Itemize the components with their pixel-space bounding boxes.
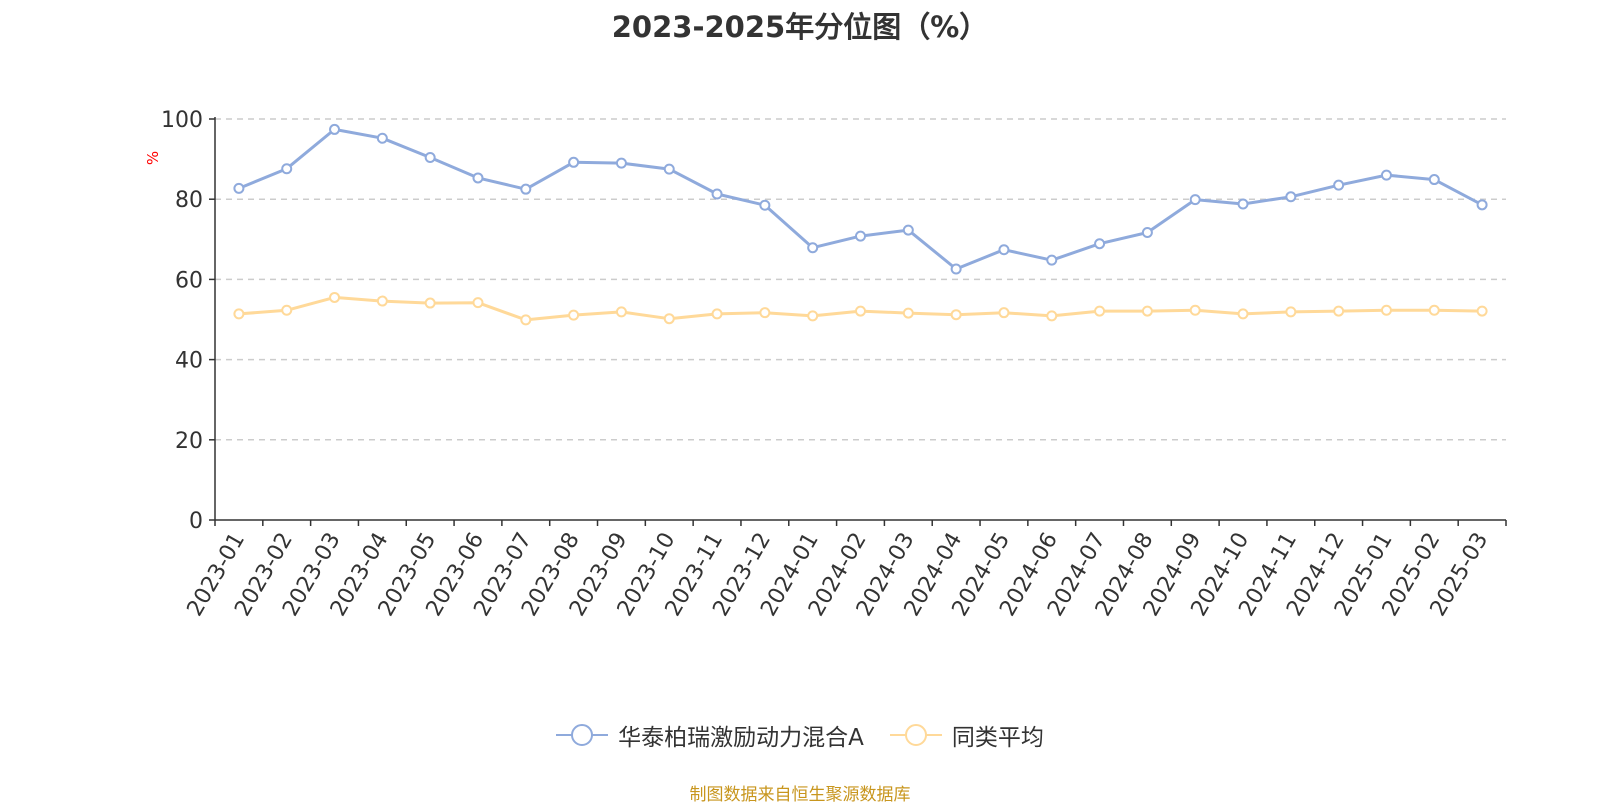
y-axis-label: % xyxy=(144,151,162,165)
data-point-series-1 xyxy=(759,307,771,319)
data-point-series-1 xyxy=(520,314,532,326)
y-tick-label: 60 xyxy=(175,268,203,293)
legend: 华泰柏瑞激励动力混合A 同类平均 xyxy=(0,718,1600,752)
data-point-series-0 xyxy=(1046,254,1058,266)
data-point-series-0 xyxy=(998,244,1010,256)
data-point-series-0 xyxy=(663,163,675,175)
data-point-series-1 xyxy=(807,310,819,322)
legend-label-category-average: 同类平均 xyxy=(951,725,1044,751)
data-point-series-0 xyxy=(1141,226,1153,238)
data-point-series-0 xyxy=(950,263,962,275)
legend-item-category-average[interactable]: 同类平均 xyxy=(889,718,1044,752)
data-point-series-0 xyxy=(711,188,723,200)
data-point-series-1 xyxy=(855,305,866,317)
data-point-series-0 xyxy=(1333,179,1345,191)
data-point-series-0 xyxy=(807,242,819,254)
data-point-series-1 xyxy=(329,291,341,303)
data-point-series-0 xyxy=(376,132,388,144)
data-point-series-1 xyxy=(1333,305,1345,317)
y-tick-label: 20 xyxy=(175,429,203,454)
data-point-series-0 xyxy=(1237,198,1249,210)
data-point-series-0 xyxy=(1189,194,1201,206)
data-point-series-0 xyxy=(281,163,293,175)
y-tick-label: 0 xyxy=(189,509,203,534)
data-point-series-1 xyxy=(472,297,484,309)
y-tick-label: 100 xyxy=(161,108,203,133)
data-point-series-0 xyxy=(1476,199,1488,211)
data-point-series-1 xyxy=(1094,305,1106,317)
legend-label-fund: 华泰柏瑞激励动力混合A xyxy=(618,725,864,751)
data-point-series-0 xyxy=(615,157,627,169)
data-point-series-1 xyxy=(281,304,293,316)
chart-title: 2023-2025年分位图（%） xyxy=(611,10,989,44)
data-point-series-1 xyxy=(998,307,1010,319)
data-point-series-1 xyxy=(902,307,914,319)
data-point-series-0 xyxy=(329,123,341,135)
data-point-series-0 xyxy=(1285,191,1297,203)
data-point-series-0 xyxy=(855,230,866,242)
data-point-series-0 xyxy=(759,199,771,211)
data-point-series-0 xyxy=(902,224,914,236)
data-point-series-1 xyxy=(1046,310,1058,322)
legend-marker-category-average xyxy=(889,724,942,746)
data-point-series-0 xyxy=(1428,174,1440,186)
data-point-series-1 xyxy=(568,309,580,321)
data-point-series-1 xyxy=(663,313,675,325)
data-point-series-1 xyxy=(1237,308,1249,320)
data-point-series-0 xyxy=(1094,238,1106,250)
data-point-series-0 xyxy=(1380,169,1392,181)
y-tick-label: 40 xyxy=(175,349,203,374)
data-point-series-1 xyxy=(233,308,245,320)
data-source-credit: 制图数据来自恒生聚源数据库 xyxy=(689,785,911,805)
data-point-series-1 xyxy=(1428,304,1440,316)
data-point-series-1 xyxy=(1189,304,1201,316)
data-point-series-0 xyxy=(233,182,245,194)
data-point-series-1 xyxy=(1380,304,1392,316)
data-point-series-0 xyxy=(472,172,484,184)
data-point-series-1 xyxy=(1141,305,1153,317)
data-point-series-1 xyxy=(376,295,388,307)
y-tick-label: 80 xyxy=(175,188,203,213)
data-point-series-1 xyxy=(424,297,436,309)
data-point-series-0 xyxy=(424,151,436,163)
legend-item-fund[interactable]: 华泰柏瑞激励动力混合A xyxy=(556,718,864,752)
data-point-series-1 xyxy=(950,309,962,321)
data-point-series-0 xyxy=(520,183,532,195)
data-point-series-1 xyxy=(615,306,627,318)
legend-marker-fund xyxy=(556,724,609,746)
data-point-series-1 xyxy=(711,308,723,320)
data-point-series-1 xyxy=(1285,306,1297,318)
data-point-series-0 xyxy=(568,156,580,168)
data-point-series-1 xyxy=(1476,305,1488,317)
